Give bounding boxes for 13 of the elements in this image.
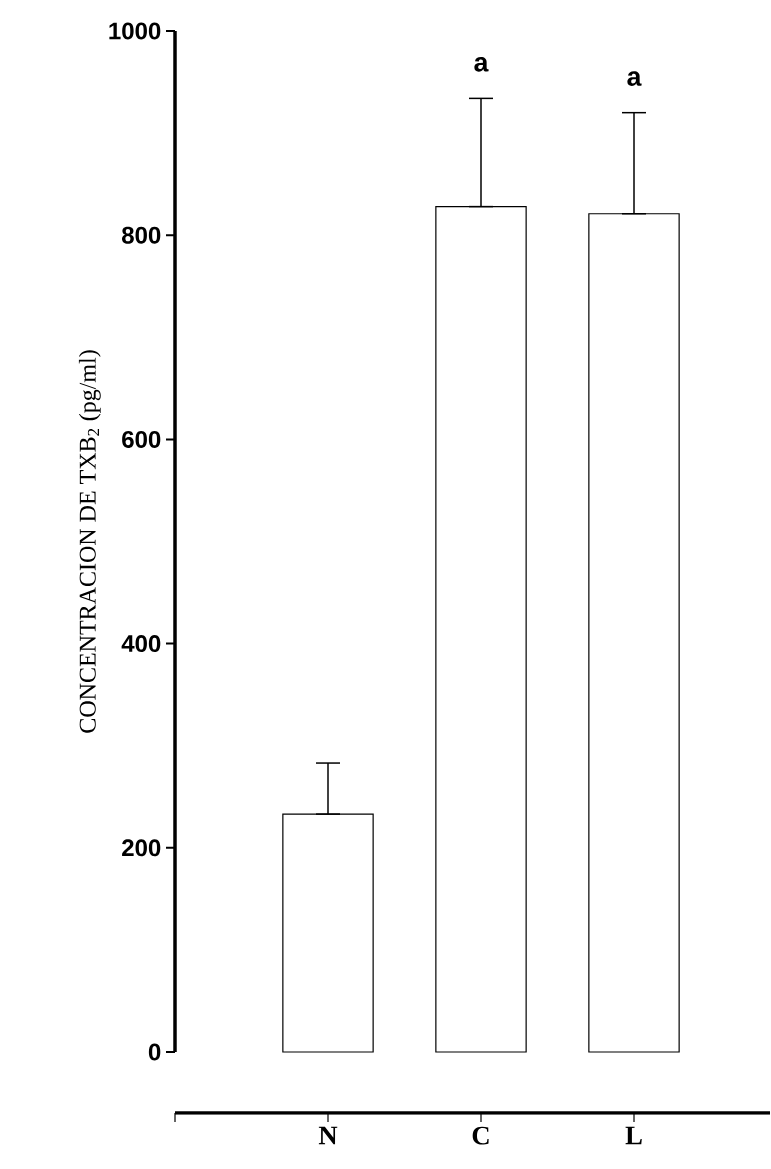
x-tick-label: N [318,1126,338,1145]
y-tick-label: 1000 [109,22,161,40]
x-tick-label: L [625,1126,642,1145]
y-tick-label: 200 [122,839,161,857]
y-tick-label: 0 [148,1043,161,1061]
bar [282,813,374,1053]
y-tick-label: 400 [121,635,161,653]
annotation: a [627,71,642,86]
x-tick-label: C [472,1126,489,1145]
annotation: a [474,57,489,72]
y-axis-title: CONCENTRACION DE TXB$_{2}$ (pg/ml) [78,350,101,733]
y-tick-label: 600 [122,430,161,448]
y-tick-label: 800 [122,226,161,244]
